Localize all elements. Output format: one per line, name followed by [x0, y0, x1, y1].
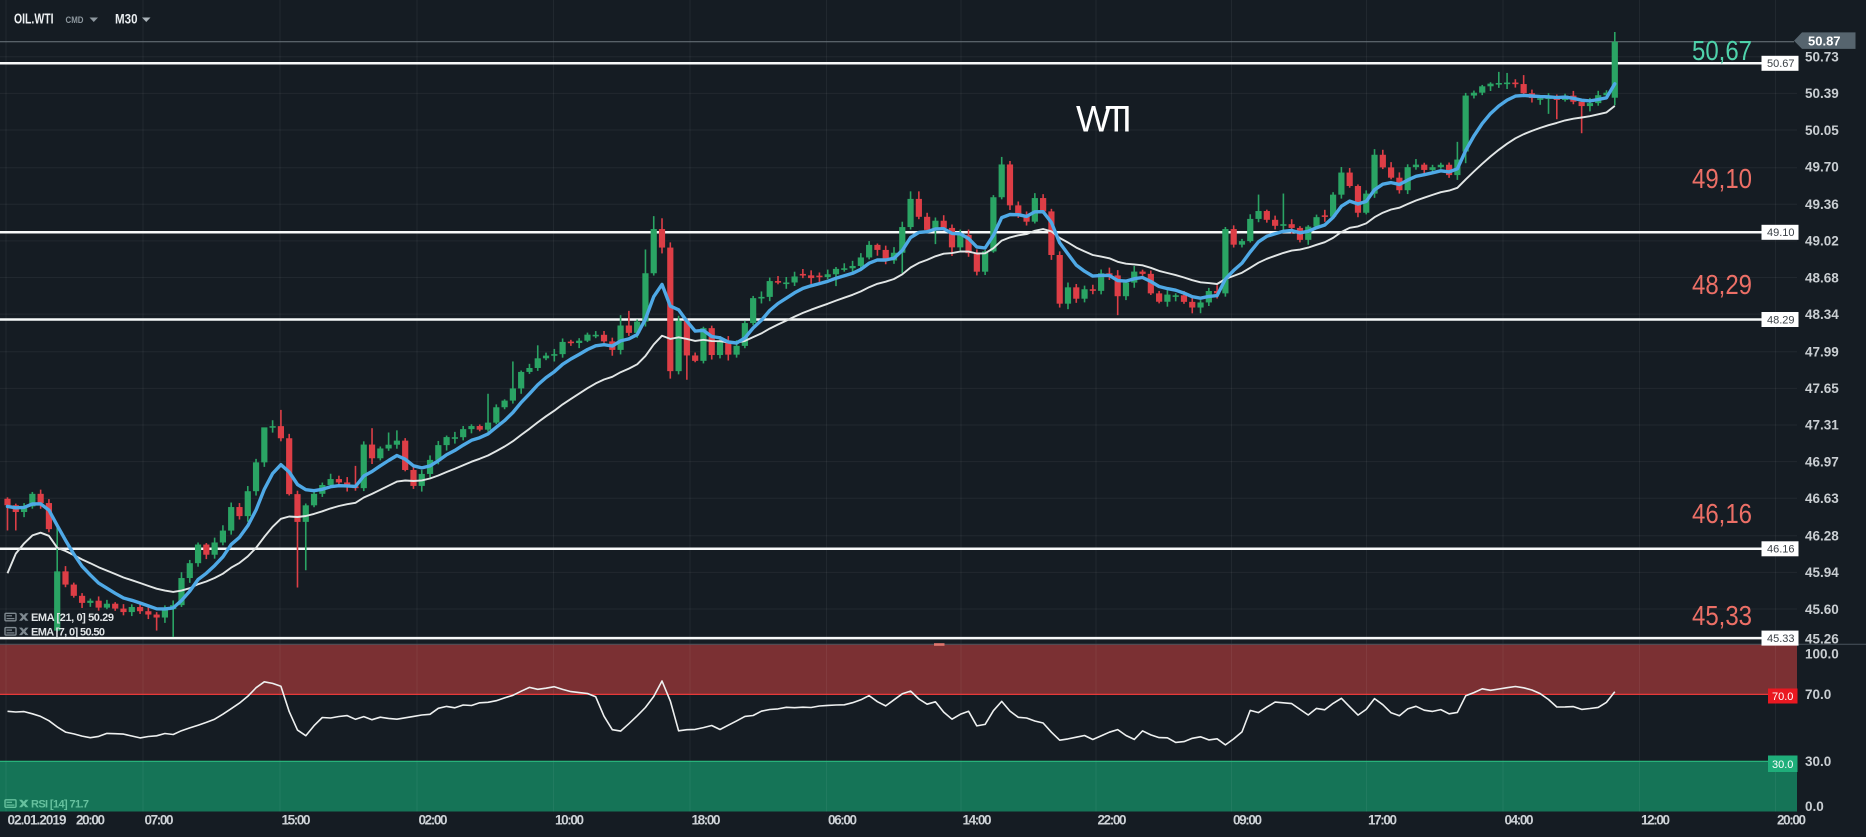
svg-text:45,33: 45,33 — [1692, 600, 1752, 631]
svg-text:49,10: 49,10 — [1692, 163, 1752, 194]
svg-text:22:00: 22:00 — [1098, 813, 1127, 828]
svg-text:14:00: 14:00 — [963, 813, 992, 828]
svg-text:48.68: 48.68 — [1805, 270, 1839, 285]
svg-text:45.26: 45.26 — [1805, 631, 1839, 646]
svg-text:RSI [14] 71.7: RSI [14] 71.7 — [31, 799, 89, 811]
svg-text:EMA [7, 0] 50.50: EMA [7, 0] 50.50 — [31, 626, 105, 638]
svg-text:46.28: 46.28 — [1805, 529, 1839, 544]
svg-text:04:00: 04:00 — [1505, 813, 1534, 828]
svg-text:49.02: 49.02 — [1805, 234, 1839, 249]
svg-text:CMD: CMD — [66, 15, 84, 26]
svg-text:70.0: 70.0 — [1805, 687, 1831, 702]
svg-text:20:00: 20:00 — [76, 813, 105, 828]
svg-text:48.34: 48.34 — [1805, 307, 1839, 322]
svg-text:50.87: 50.87 — [1808, 34, 1841, 49]
svg-text:45.94: 45.94 — [1805, 565, 1839, 580]
svg-text:10:00: 10:00 — [555, 813, 584, 828]
svg-text:0.0: 0.0 — [1805, 799, 1824, 814]
svg-text:30.0: 30.0 — [1772, 759, 1793, 771]
svg-text:45.33: 45.33 — [1767, 633, 1795, 645]
svg-text:49.10: 49.10 — [1767, 227, 1795, 239]
svg-text:47.65: 47.65 — [1805, 381, 1839, 396]
svg-text:50.39: 50.39 — [1805, 86, 1839, 101]
svg-text:50.67: 50.67 — [1767, 58, 1795, 70]
svg-text:46.16: 46.16 — [1767, 544, 1795, 556]
svg-text:70.0: 70.0 — [1772, 691, 1793, 703]
svg-text:WTI: WTI — [1076, 99, 1132, 140]
svg-text:46.97: 46.97 — [1805, 454, 1839, 469]
svg-text:EMA [21, 0] 50.29: EMA [21, 0] 50.29 — [31, 612, 114, 624]
svg-text:49.36: 49.36 — [1805, 197, 1839, 212]
svg-text:M30: M30 — [115, 12, 138, 27]
svg-text:50,67: 50,67 — [1692, 35, 1752, 66]
svg-text:17:00: 17:00 — [1368, 813, 1397, 828]
svg-text:02.01.2019: 02.01.2019 — [8, 813, 67, 828]
svg-text:15:00: 15:00 — [282, 813, 311, 828]
svg-text:06:00: 06:00 — [828, 813, 857, 828]
svg-text:48.29: 48.29 — [1767, 314, 1795, 326]
svg-text:45.60: 45.60 — [1805, 602, 1839, 617]
svg-text:02:00: 02:00 — [419, 813, 448, 828]
svg-text:50.05: 50.05 — [1805, 123, 1839, 138]
svg-text:46,16: 46,16 — [1692, 498, 1752, 529]
svg-text:18:00: 18:00 — [692, 813, 721, 828]
svg-text:47.31: 47.31 — [1805, 418, 1839, 433]
svg-text:49.70: 49.70 — [1805, 160, 1839, 175]
svg-text:20:00: 20:00 — [1777, 813, 1806, 828]
svg-text:47.99: 47.99 — [1805, 345, 1839, 360]
svg-text:46.63: 46.63 — [1805, 491, 1839, 506]
svg-text:12:00: 12:00 — [1641, 813, 1670, 828]
svg-text:30.0: 30.0 — [1805, 754, 1831, 769]
svg-text:50.73: 50.73 — [1805, 50, 1839, 65]
svg-text:OIL.WTI: OIL.WTI — [14, 12, 54, 28]
svg-text:48,29: 48,29 — [1692, 269, 1752, 300]
svg-text:09:00: 09:00 — [1233, 813, 1262, 828]
svg-text:100.0: 100.0 — [1805, 646, 1839, 661]
svg-text:07:00: 07:00 — [145, 813, 174, 828]
